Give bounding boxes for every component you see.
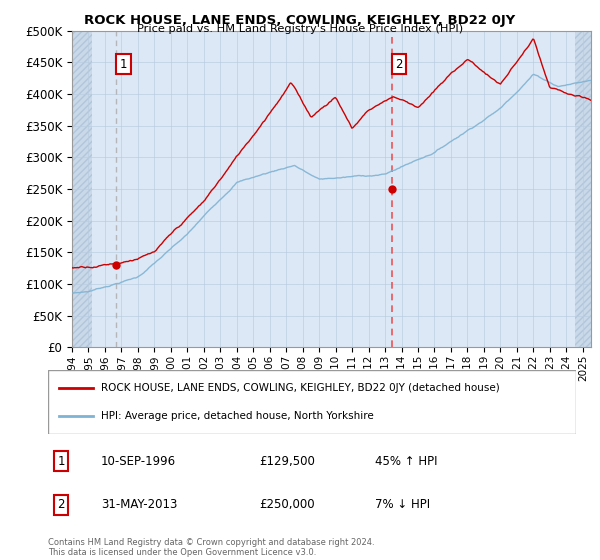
- Text: 2: 2: [395, 58, 403, 71]
- Text: 1: 1: [58, 455, 65, 468]
- Bar: [72, 31, 92, 347]
- Bar: [575, 31, 591, 347]
- Text: 7% ↓ HPI: 7% ↓ HPI: [376, 498, 430, 511]
- Text: HPI: Average price, detached house, North Yorkshire: HPI: Average price, detached house, Nort…: [101, 411, 374, 421]
- Text: Price paid vs. HM Land Registry's House Price Index (HPI): Price paid vs. HM Land Registry's House …: [137, 24, 463, 34]
- Text: Contains HM Land Registry data © Crown copyright and database right 2024.
This d: Contains HM Land Registry data © Crown c…: [48, 538, 374, 557]
- Text: 2: 2: [58, 498, 65, 511]
- Text: 10-SEP-1996: 10-SEP-1996: [101, 455, 176, 468]
- Text: ROCK HOUSE, LANE ENDS, COWLING, KEIGHLEY, BD22 0JY (detached house): ROCK HOUSE, LANE ENDS, COWLING, KEIGHLEY…: [101, 382, 500, 393]
- Text: £129,500: £129,500: [259, 455, 315, 468]
- Text: 45% ↑ HPI: 45% ↑ HPI: [376, 455, 438, 468]
- Text: ROCK HOUSE, LANE ENDS, COWLING, KEIGHLEY, BD22 0JY: ROCK HOUSE, LANE ENDS, COWLING, KEIGHLEY…: [85, 14, 515, 27]
- Text: £250,000: £250,000: [259, 498, 315, 511]
- Text: 31-MAY-2013: 31-MAY-2013: [101, 498, 177, 511]
- Text: 1: 1: [119, 58, 127, 71]
